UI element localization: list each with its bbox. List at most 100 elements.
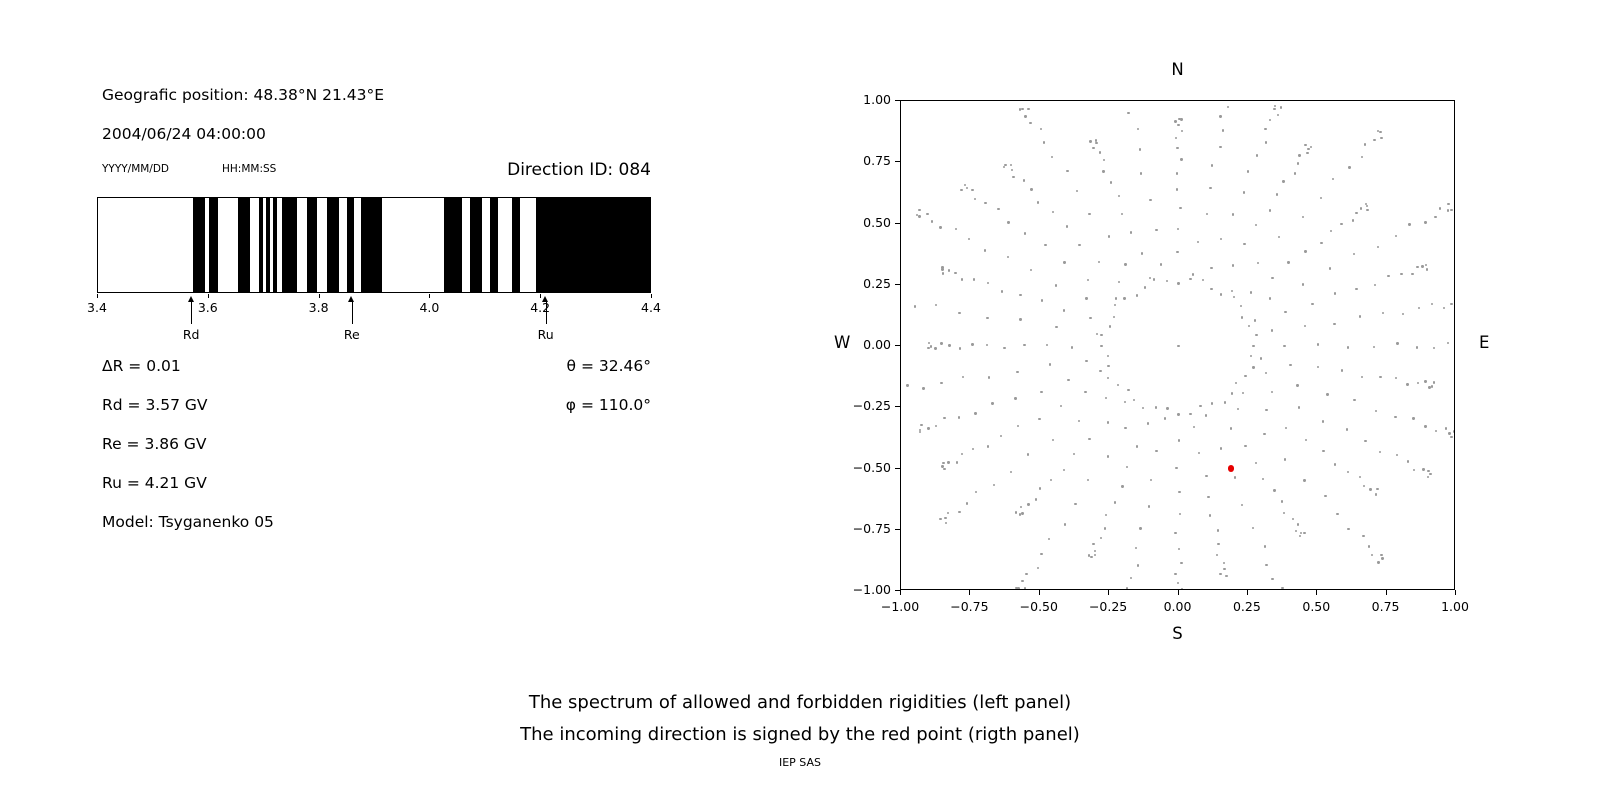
gray-direction-dot (1117, 194, 1121, 198)
time-format-label: HH:MM:SS (222, 163, 277, 175)
gray-direction-dot (1303, 531, 1306, 535)
south-label: S (1172, 624, 1183, 643)
allowed-rigidity-band (469, 198, 482, 292)
gray-direction-dot (1219, 115, 1222, 118)
gray-direction-dot (1113, 501, 1116, 504)
credit-label: IEP SAS (778, 756, 822, 769)
gray-direction-dot (1099, 369, 1102, 372)
gray-direction-dot (940, 381, 943, 385)
gray-direction-dot (1107, 364, 1110, 368)
gray-direction-dot (1379, 130, 1382, 133)
gray-direction-dot (987, 376, 990, 379)
gray-direction-dot (1379, 375, 1382, 378)
gray-direction-dot (1027, 107, 1030, 111)
gray-direction-dot (1085, 359, 1088, 363)
gray-direction-dot (1178, 491, 1181, 494)
gray-direction-dot (1275, 193, 1278, 196)
gray-direction-dot (1425, 268, 1429, 271)
gray-direction-dot (1100, 334, 1103, 337)
allowed-rigidity-band (259, 198, 264, 292)
gray-direction-dot (1377, 130, 1380, 133)
gray-direction-dot (947, 461, 950, 464)
gray-direction-dot (1092, 542, 1095, 546)
gray-direction-dot (1270, 329, 1273, 332)
gray-direction-dot (1219, 573, 1222, 576)
direction-y-tick-mark (895, 345, 900, 346)
gray-direction-dot (1050, 155, 1054, 158)
gray-direction-dot (1446, 209, 1450, 212)
gray-direction-dot (913, 305, 916, 308)
gray-direction-dot (1444, 427, 1447, 430)
direction-y-tick-label: −0.50 (852, 459, 891, 475)
gray-direction-dot (1387, 274, 1390, 278)
gray-direction-dot (1152, 278, 1156, 281)
gray-direction-dot (1303, 324, 1306, 327)
gray-direction-dot (1130, 577, 1133, 580)
gray-direction-dot (1406, 460, 1410, 463)
gray-direction-dot (1380, 136, 1383, 139)
gray-direction-dot (1022, 179, 1026, 182)
gray-direction-dot (1098, 151, 1102, 154)
gray-direction-dot (1229, 427, 1233, 430)
direction-x-tick-label: 0.00 (1163, 599, 1192, 614)
allowed-rigidity-band (326, 198, 339, 292)
gray-direction-dot (1121, 485, 1124, 488)
allowed-rigidity-band (444, 198, 462, 292)
gray-direction-dot (1125, 587, 1129, 589)
gray-direction-dot (1239, 304, 1242, 308)
gray-direction-dot (1219, 237, 1222, 241)
east-label: E (1479, 333, 1490, 352)
gray-direction-dot (1219, 293, 1222, 296)
gray-direction-dot (1296, 523, 1300, 526)
gray-direction-dot (1320, 241, 1323, 245)
gray-direction-dot (1252, 344, 1255, 348)
gray-direction-dot (1271, 277, 1274, 280)
gray-direction-dot (1116, 383, 1119, 387)
gray-direction-dot (941, 268, 944, 271)
gray-direction-dot (1416, 382, 1419, 385)
gray-direction-dot (1174, 531, 1177, 535)
gray-direction-dot (1055, 326, 1058, 329)
gray-direction-dot (1340, 222, 1343, 225)
gray-direction-dot (1178, 117, 1181, 120)
gray-direction-dot (1268, 209, 1272, 212)
gray-direction-dot (1331, 177, 1335, 180)
gray-direction-dot (1175, 137, 1178, 140)
gray-direction-dot (1374, 493, 1378, 497)
gray-direction-dot (1256, 262, 1260, 265)
gray-direction-dot (1166, 407, 1169, 410)
gray-direction-dot (1273, 104, 1276, 108)
gray-direction-dot (1025, 572, 1028, 576)
gray-direction-dot (1015, 587, 1018, 589)
gray-direction-dot (1408, 223, 1411, 226)
gray-direction-dot (1394, 234, 1398, 237)
spectrum-tick-mark (97, 294, 98, 298)
direction-panel: N S W E −1.00 −0.75 −0.50 −0.25 0.00 0.25 0.50… (834, 60, 1489, 643)
gray-direction-dot (918, 430, 922, 433)
gray-direction-dot (1048, 363, 1051, 366)
gray-direction-dot (997, 207, 1000, 211)
gray-direction-dot (1216, 529, 1219, 532)
gray-direction-dot (1352, 253, 1355, 256)
direction-y-tick-label: 0.00 (863, 337, 891, 352)
gray-direction-dot (1019, 513, 1022, 516)
direction-x-tick-label: −0.25 (1088, 599, 1128, 614)
gray-direction-dot (1108, 325, 1112, 328)
gray-direction-dot (1177, 548, 1181, 551)
gray-direction-dot (1030, 188, 1033, 191)
gray-direction-dot (1230, 289, 1234, 293)
gray-direction-dot (1268, 297, 1272, 300)
gray-direction-dot (961, 375, 964, 379)
gray-direction-dot (1413, 468, 1416, 472)
gray-direction-dot (1284, 311, 1287, 314)
gray-direction-dot (1141, 406, 1144, 410)
gray-direction-dot (1090, 555, 1093, 559)
gray-direction-dot (1229, 100, 1231, 101)
gray-direction-dot (1301, 216, 1304, 219)
red-incoming-direction-point (1227, 465, 1235, 472)
gray-direction-dot (960, 188, 963, 191)
allowed-rigidity-band (346, 198, 354, 292)
spectrum-tick-mark (651, 294, 652, 298)
gray-direction-dot (973, 278, 976, 281)
gray-direction-dot (1210, 287, 1213, 291)
